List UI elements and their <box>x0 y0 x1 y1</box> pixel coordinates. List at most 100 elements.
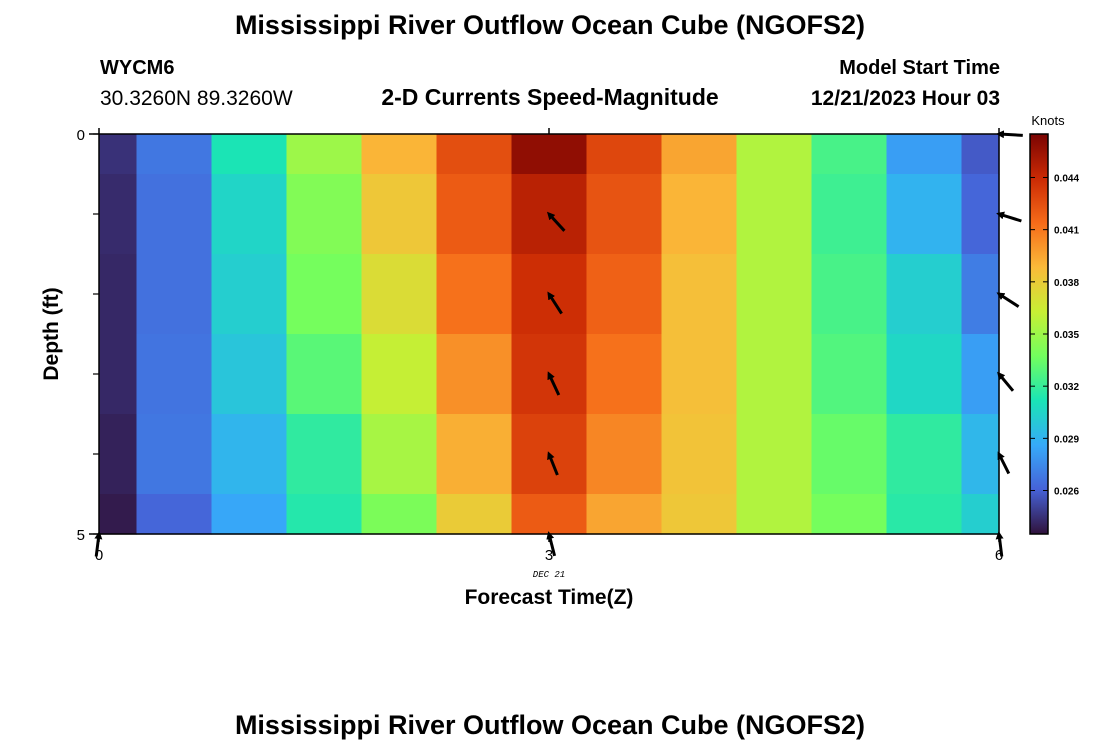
station-id: WYCM6 <box>100 57 175 79</box>
heatmap-cell <box>361 494 438 535</box>
heatmap-cell <box>361 334 438 415</box>
heatmap-cell <box>661 494 738 535</box>
heatmap-cell <box>586 494 663 535</box>
y-tick-label: 0 <box>77 127 85 144</box>
heatmap-cell <box>736 334 813 415</box>
model-start-value: 12/21/2023 Hour 03 <box>810 87 1000 110</box>
heatmap-cell <box>361 174 438 255</box>
heatmap-cell <box>661 134 738 175</box>
heatmap-cell <box>286 414 363 495</box>
y-tick-label: 5 <box>77 527 85 544</box>
heatmap-cell <box>211 174 288 255</box>
heatmap-cell <box>286 254 363 335</box>
heatmap-cell <box>811 334 888 415</box>
x-tick-label: 3 <box>545 547 553 564</box>
heatmap-cell <box>961 494 1000 535</box>
x-tick-label: 0 <box>95 547 103 564</box>
heatmap-cell <box>886 494 963 535</box>
heatmap-cell <box>586 134 663 175</box>
heatmap-cell <box>886 134 963 175</box>
colorbar-tick-label: 0.035 <box>1054 330 1079 341</box>
heatmap-cell <box>586 174 663 255</box>
heatmap-cell <box>886 414 963 495</box>
heatmap-cell <box>286 494 363 535</box>
heatmap-cell <box>136 414 213 495</box>
heatmap-cell <box>211 254 288 335</box>
x-axis-label: Forecast Time(Z) <box>465 586 634 609</box>
heatmap-cell <box>136 254 213 335</box>
colorbar-tick-label: 0.029 <box>1054 434 1079 445</box>
heatmap-cell <box>661 254 738 335</box>
heatmap-cell <box>736 494 813 535</box>
footer-title: Mississippi River Outflow Ocean Cube (NG… <box>234 710 866 740</box>
heatmap-cell <box>99 494 138 535</box>
heatmap-cell <box>961 254 1000 335</box>
current-vectors <box>94 130 1023 557</box>
colorbar: 0.026 0.029 0.032 0.035 0.038 0.041 0.044 <box>1029 133 1079 535</box>
heatmap-cell <box>211 134 288 175</box>
model-start-label: Model Start Time <box>839 57 1000 79</box>
axes: 0 3 605 <box>77 127 1004 564</box>
colorbar-tick-label: 0.041 <box>1054 226 1079 237</box>
heatmap-cell <box>961 134 1000 175</box>
heatmap-cell <box>361 414 438 495</box>
chart-subtitle: 2-D Currents Speed-Magnitude <box>381 84 719 110</box>
station-coordinates: 30.3260N 89.3260W <box>100 87 293 110</box>
current-vector-arrow <box>546 531 557 557</box>
heatmap-cell <box>661 414 738 495</box>
heatmap-cell <box>211 334 288 415</box>
heatmap-cell <box>436 134 513 175</box>
heatmap-cells <box>99 134 1000 535</box>
heatmap-cell <box>136 134 213 175</box>
heatmap-cell <box>136 174 213 255</box>
heatmap-cell <box>286 174 363 255</box>
heatmap-cell <box>136 334 213 415</box>
heatmap-cell <box>436 254 513 335</box>
heatmap-cell <box>961 174 1000 255</box>
heatmap-cell <box>736 414 813 495</box>
x-axis-date-label: DEC 21 <box>533 570 565 580</box>
heatmap-cell <box>361 134 438 175</box>
heatmap-cell <box>511 134 588 175</box>
heatmap-cell <box>436 494 513 535</box>
heatmap-cell <box>811 494 888 535</box>
heatmap-cell <box>99 134 138 175</box>
heatmap-cell <box>99 174 138 255</box>
y-axis-label: Depth (ft) <box>40 287 63 380</box>
heatmap-cell <box>286 334 363 415</box>
colorbar-tick-label: 0.026 <box>1054 487 1079 498</box>
heatmap-cell <box>886 174 963 255</box>
heatmap-cell <box>436 174 513 255</box>
heatmap-cell <box>211 414 288 495</box>
heatmap-cell <box>811 174 888 255</box>
heatmap-cell <box>661 174 738 255</box>
current-vector-arrow <box>547 451 559 476</box>
heatmap-cell <box>99 334 138 415</box>
heatmap-cell <box>736 134 813 175</box>
colorbar-unit-label: Knots <box>1031 113 1065 128</box>
current-vector-arrow <box>547 291 563 315</box>
heatmap-cell <box>886 254 963 335</box>
heatmap-cell <box>736 254 813 335</box>
colorbar-tick-label: 0.038 <box>1054 278 1079 289</box>
page-title: Mississippi River Outflow Ocean Cube (NG… <box>234 10 866 40</box>
current-vector-arrow <box>997 371 1015 392</box>
heatmap-cell <box>586 254 663 335</box>
current-vector-arrow <box>996 211 1022 223</box>
heatmap-cell <box>99 414 138 495</box>
heatmap-cell <box>361 254 438 335</box>
heatmap-cell <box>961 334 1000 415</box>
heatmap-cell <box>736 174 813 255</box>
heatmap-cell <box>286 134 363 175</box>
heatmap-cell <box>811 414 888 495</box>
heatmap-cell <box>961 414 1000 495</box>
colorbar-tick-label: 0.044 <box>1054 173 1079 184</box>
heatmap-cell <box>586 414 663 495</box>
current-vector-arrow <box>996 292 1020 308</box>
colorbar-tick-label: 0.032 <box>1054 382 1079 393</box>
heatmap-cell <box>886 334 963 415</box>
heatmap-cell <box>661 334 738 415</box>
heatmap-cell <box>211 494 288 535</box>
heatmap-cell <box>136 494 213 535</box>
